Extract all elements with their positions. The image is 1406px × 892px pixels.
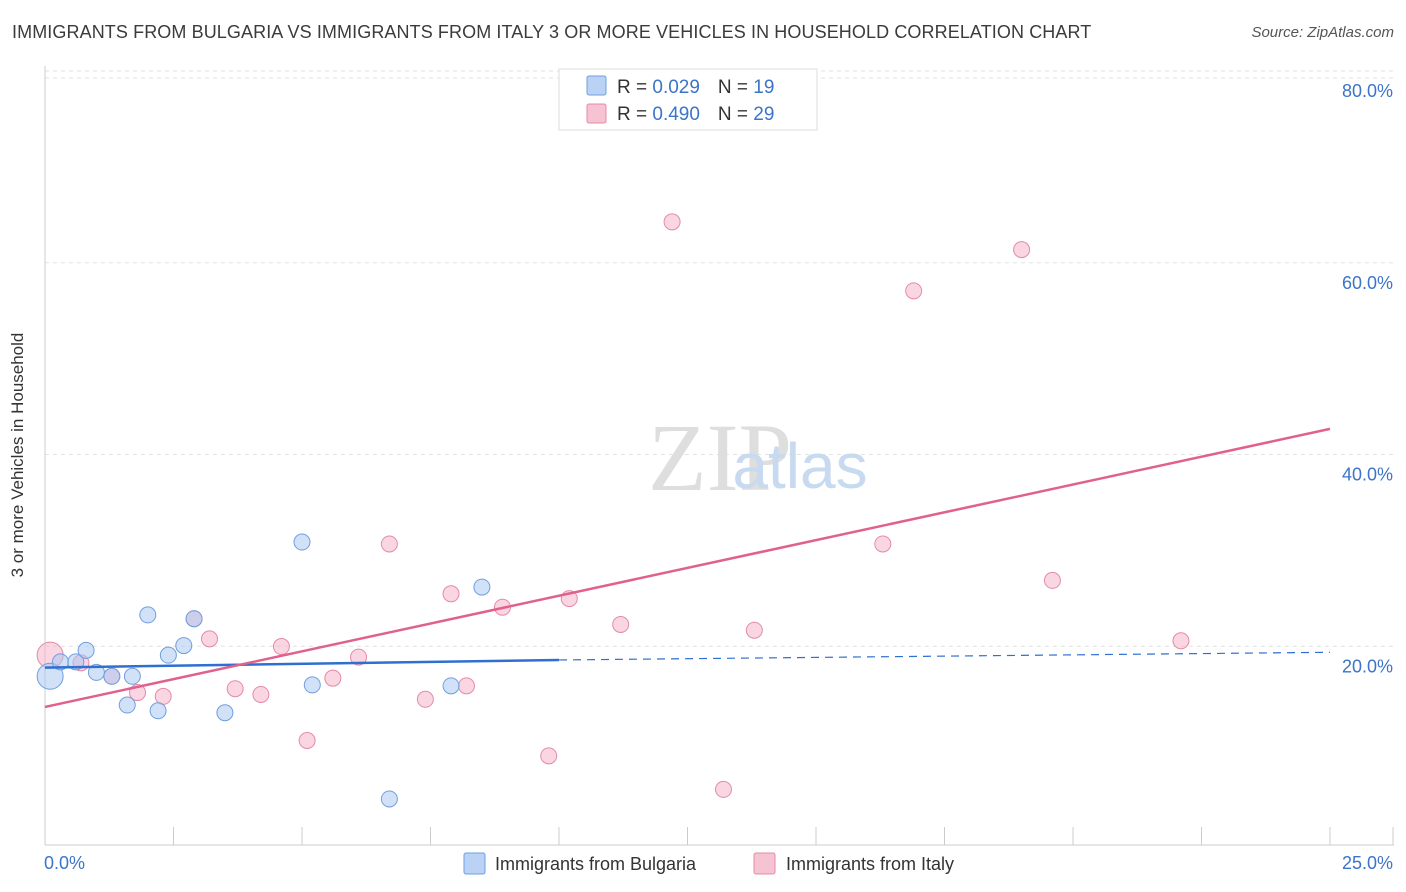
point-italy	[226, 680, 244, 698]
stats-row-bulgaria: R = 0.029 N = 19	[617, 77, 774, 98]
point-italy	[272, 638, 290, 656]
stats-n-value: 29	[753, 104, 774, 125]
x-tick-label-start: 0.0%	[44, 853, 85, 873]
y-tick-label: 40.0%	[1342, 465, 1393, 485]
point-italy	[416, 690, 434, 708]
point-italy	[612, 615, 630, 633]
point-italy	[745, 621, 763, 639]
point-italy	[905, 282, 923, 300]
point-italy	[663, 213, 681, 231]
point-italy	[252, 685, 270, 703]
stats-row-italy: R = 0.490 N = 29	[617, 104, 774, 125]
point-bulgaria	[118, 696, 136, 714]
point-bulgaria	[103, 667, 121, 685]
point-italy	[200, 630, 218, 648]
trend-line-bulgaria	[44, 658, 560, 669]
point-italy	[298, 731, 316, 749]
y-tick-label: 80.0%	[1342, 81, 1393, 101]
stats-r-label: R =	[617, 104, 652, 125]
data-points	[36, 213, 1190, 808]
y-tick-labels: 20.0% 40.0% 60.0% 80.0%	[1342, 81, 1393, 676]
legend-swatch-bulgaria	[463, 852, 486, 875]
legend-swatch-italy	[753, 852, 776, 875]
watermark-zip: ZIP	[648, 404, 792, 511]
stats-r-value: 0.490	[652, 104, 700, 125]
stats-r-value: 0.029	[652, 77, 700, 98]
point-italy	[324, 669, 342, 687]
point-italy	[1043, 571, 1061, 589]
point-italy	[1172, 632, 1190, 650]
trend-lines	[44, 427, 1331, 709]
point-bulgaria	[442, 677, 460, 695]
point-italy	[350, 648, 368, 666]
point-italy	[540, 747, 558, 765]
point-bulgaria	[473, 578, 491, 596]
point-bulgaria	[36, 662, 64, 690]
legend-label-italy: Immigrants from Italy	[786, 854, 954, 874]
point-bulgaria	[303, 676, 321, 694]
point-bulgaria	[216, 704, 234, 722]
chart-title: IMMIGRANTS FROM BULGARIA VS IMMIGRANTS F…	[12, 22, 1092, 42]
stats-r-label: R =	[617, 77, 652, 98]
point-italy	[154, 687, 172, 705]
point-bulgaria	[380, 790, 398, 808]
x-tick-labels: 0.0% 25.0%	[44, 853, 1393, 873]
trend-line-bulgaria-extension	[558, 651, 1331, 661]
point-bulgaria	[123, 667, 141, 685]
point-italy	[457, 677, 475, 695]
point-bulgaria	[77, 641, 95, 659]
point-italy	[380, 535, 398, 553]
point-italy	[874, 535, 892, 553]
stats-legend: R = 0.029 N = 19 R = 0.490 N = 29	[558, 68, 818, 131]
y-tick-label: 20.0%	[1342, 656, 1393, 676]
point-italy	[1013, 241, 1031, 259]
point-bulgaria	[159, 646, 177, 664]
stats-swatch-bulgaria	[586, 75, 607, 96]
point-bulgaria	[185, 610, 203, 628]
stats-n-label: N =	[718, 104, 753, 125]
point-bulgaria	[139, 606, 157, 624]
stats-n-label: N =	[718, 77, 753, 98]
y-tick-label: 60.0%	[1342, 273, 1393, 293]
trend-line-italy	[44, 427, 1331, 709]
point-bulgaria	[175, 637, 193, 655]
x-tick-label-end: 25.0%	[1342, 853, 1393, 873]
point-bulgaria	[293, 533, 311, 551]
point-bulgaria	[149, 702, 167, 720]
point-italy	[442, 585, 460, 603]
stats-n-value: 19	[753, 77, 774, 98]
stats-swatch-italy	[586, 103, 607, 124]
watermark-atlas: atlas	[732, 430, 867, 502]
axes	[44, 66, 1394, 846]
chart-source: Source: ZipAtlas.com	[1251, 24, 1394, 41]
legend-label-bulgaria: Immigrants from Bulgaria	[495, 854, 697, 874]
point-italy	[714, 780, 732, 798]
bottom-legend: Immigrants from Bulgaria Immigrants from…	[463, 852, 954, 875]
